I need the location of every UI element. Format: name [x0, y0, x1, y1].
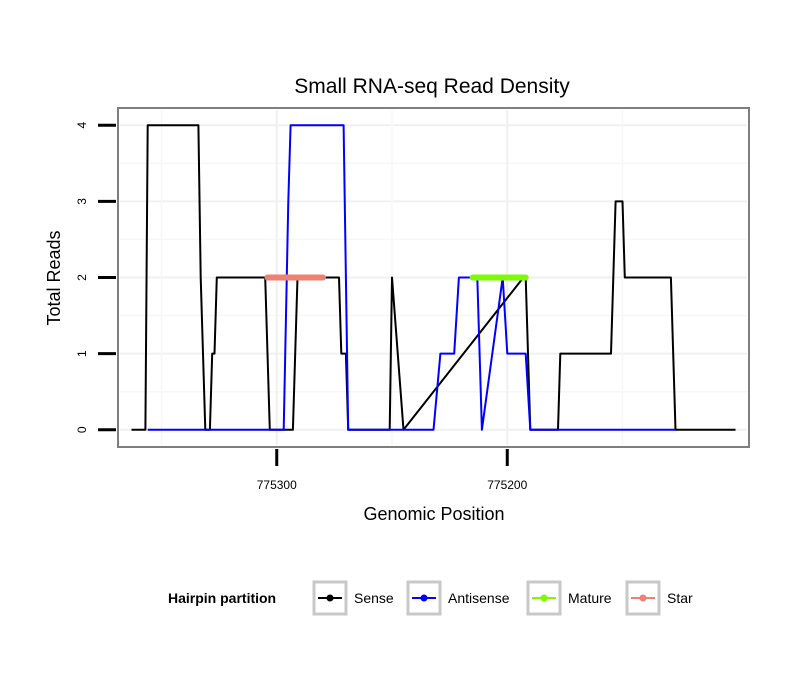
x-axis-title: Genomic Position — [363, 504, 504, 524]
series-layer — [131, 124, 736, 431]
y-tick-label-4: 4 — [75, 122, 89, 129]
legend: Hairpin partition Sense Antisense Mature St… — [168, 580, 693, 616]
legend-label-mature: Mature — [568, 590, 612, 606]
plot-panel-border — [117, 107, 750, 448]
legend-title: Hairpin partition — [168, 590, 276, 606]
legend-dot-antisense — [420, 594, 428, 602]
legend-dot-star — [639, 594, 647, 602]
axes: 0 1 2 3 4 775300 775200 — [75, 122, 528, 492]
y-tick-label-0: 0 — [75, 426, 89, 433]
y-tick-label-3: 3 — [75, 198, 89, 205]
legend-label-star: Star — [667, 590, 693, 606]
y-tick-label-2: 2 — [75, 274, 89, 281]
series-antisense — [147, 124, 676, 431]
legend-dot-mature — [540, 594, 548, 602]
legend-label-sense: Sense — [354, 590, 394, 606]
legend-dot-sense — [326, 594, 334, 602]
chart-title: Small RNA-seq Read Density — [294, 75, 570, 98]
y-tick-label-1: 1 — [75, 350, 89, 357]
x-tick-label-0: 775300 — [257, 478, 297, 492]
x-tick-label-1: 775200 — [487, 478, 527, 492]
legend-label-antisense: Antisense — [448, 590, 510, 606]
y-axis-title: Total Reads — [44, 230, 64, 325]
